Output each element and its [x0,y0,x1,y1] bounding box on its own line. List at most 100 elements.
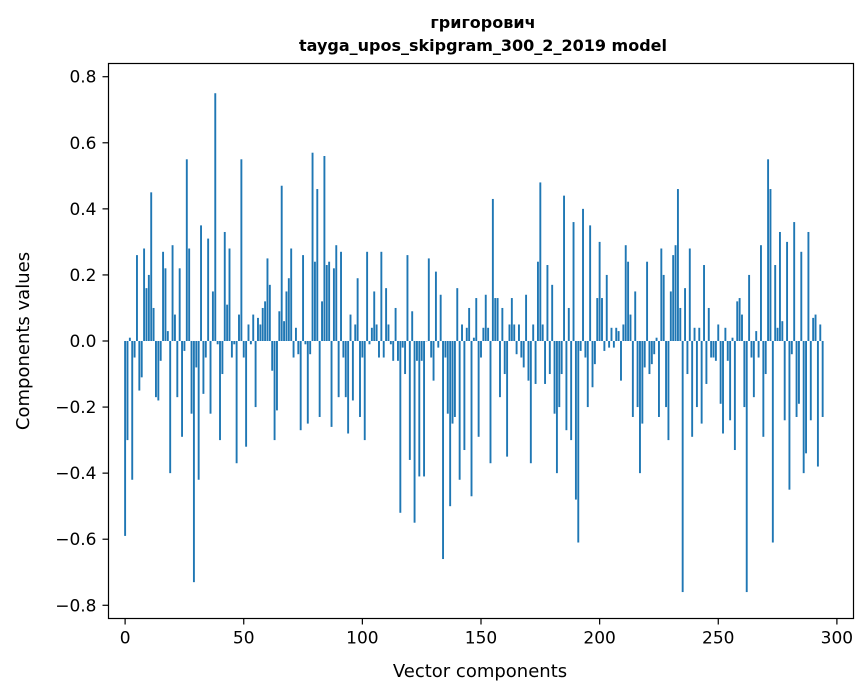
y-tick-label-0.0: 0.0 [69,332,96,352]
bar-219 [643,341,646,368]
bar-111 [387,324,390,341]
bar-71 [292,341,295,358]
bar-118 [404,341,407,375]
bar-291 [814,314,817,341]
bar-282 [793,222,796,341]
bar-34 [204,341,207,358]
bar-277 [781,321,784,341]
bar-200 [598,241,601,341]
bar-198 [593,341,596,365]
bar-38 [214,93,217,341]
bar-88 [332,268,335,341]
bar-112 [389,341,392,345]
bar-214 [631,341,634,417]
bar-284 [797,341,800,404]
bar-113 [392,341,395,361]
y-tick-label-0.8: 0.8 [69,68,96,88]
bar-27 [188,248,191,341]
bar-263 [748,274,751,341]
bar-290 [812,317,815,342]
bar-191 [577,341,580,543]
bar-172 [532,324,535,341]
bar-130 [432,341,435,381]
bar-57 [259,324,262,341]
bar-252 [722,341,724,434]
bar-61 [268,284,271,341]
bar-119 [406,255,409,341]
bar-222 [650,341,653,365]
bar-199 [596,298,599,341]
bar-100 [361,341,364,358]
bar-54 [252,314,255,341]
bar-56 [257,317,259,342]
bar-25 [183,341,186,351]
bar-43 [226,304,229,341]
bar-97 [354,324,357,341]
bar-9 [145,288,148,341]
bar-255 [729,341,732,421]
bar-225 [658,341,660,417]
bar-68 [285,291,288,341]
bar-189 [572,222,575,341]
bar-33 [202,341,205,394]
bar-21 [173,314,176,341]
bar-151 [482,327,485,341]
bar-149 [477,341,480,437]
bar-228 [665,341,668,408]
bar-253 [724,327,727,341]
x-axis-label: Vector components [393,661,567,682]
bar-82 [318,341,321,417]
y-tick-label--0.8: −0.8 [55,596,96,616]
bar-17 [164,268,167,341]
bar-8 [143,248,146,341]
bar-142 [461,324,463,341]
bar-60 [266,258,269,341]
bar-83 [321,301,323,341]
bar-154 [489,341,492,464]
bar-16 [162,251,165,341]
bar-129 [430,341,433,358]
bar-86 [328,261,331,341]
bar-264 [750,341,753,358]
bar-51 [245,341,248,447]
bar-102 [366,251,369,341]
bar-197 [591,341,594,388]
bar-91 [340,251,342,341]
bar-166 [518,324,520,341]
bar-76 [304,341,307,345]
bar-250 [717,324,720,341]
bar-92 [342,341,345,358]
y-axis-label: Components values [13,252,34,430]
bar-163 [510,298,513,341]
bar-236 [684,288,686,341]
bar-268 [760,245,762,341]
bar-125 [420,341,423,361]
bar-257 [733,341,736,451]
bar-144 [465,327,468,341]
bar-46 [233,341,236,345]
bar-66 [280,185,283,341]
bar-2 [128,337,131,341]
bar-265 [752,341,755,398]
bar-99 [359,341,361,417]
bar-181 [553,341,556,414]
bar-247 [710,341,713,358]
bar-158 [499,341,501,398]
bar-121 [411,311,414,341]
bar-93 [344,341,347,398]
bar-273 [771,341,774,543]
bar-37 [211,291,214,341]
bar-105 [373,291,376,341]
bar-262 [745,341,748,593]
bar-73 [297,341,300,355]
bar-175 [539,182,542,341]
bar-13 [155,341,157,398]
y-tick-label-0.6: 0.6 [69,134,96,154]
bar-215 [634,291,637,341]
bar-122 [413,341,416,523]
bar-147 [472,337,475,341]
bar-41 [221,341,224,375]
bar-150 [480,341,482,358]
bar-178 [546,265,549,341]
bar-22 [176,341,179,398]
